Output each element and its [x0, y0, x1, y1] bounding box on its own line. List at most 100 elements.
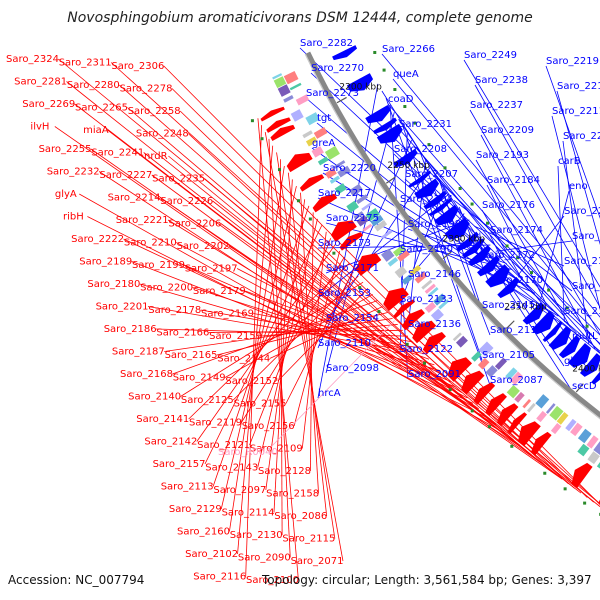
forward-gene-label[interactable]: Saro_2306 — [111, 61, 164, 72]
reverse-gene-label[interactable]: Saro_2175 — [326, 213, 379, 224]
reverse-gene-label[interactable]: Saro_2204 — [400, 194, 453, 205]
reverse-gene-label[interactable]: Saro_2282 — [300, 38, 353, 49]
forward-gene-label[interactable]: Saro_2178 — [148, 305, 201, 316]
forward-gene-label[interactable]: Saro_2166 — [156, 328, 209, 339]
forward-gene-label[interactable]: Saro_2121 — [197, 440, 250, 451]
reverse-gene-label[interactable]: Saro_2153 — [318, 288, 371, 299]
forward-gene-label[interactable]: Saro_2130 — [230, 530, 283, 541]
forward-gene-label[interactable]: Saro_2214 — [108, 193, 161, 204]
forward-gene-label[interactable]: Saro_2125 — [181, 395, 234, 406]
forward-gene-label[interactable]: Saro_2152 — [225, 376, 278, 387]
reverse-gene-label[interactable]: Saro_2270 — [311, 63, 364, 74]
forward-gene-label[interactable]: Saro_2197 — [185, 264, 238, 275]
forward-gene-label[interactable]: glyA — [55, 189, 77, 200]
reverse-gene-label[interactable]: Saro_2133 — [400, 294, 453, 305]
reverse-gene-label[interactable]: Saro_2266 — [382, 44, 435, 55]
reverse-gene-label[interactable]: Saro_2174 — [490, 225, 543, 236]
forward-gene-label[interactable]: Saro_2144 — [217, 354, 270, 365]
reverse-gene-label[interactable]: Saro_2192 — [572, 231, 600, 242]
reverse-gene-label[interactable]: Saro_2176 — [482, 200, 535, 211]
reverse-gene-label[interactable]: tgt — [317, 113, 331, 124]
forward-gene-label[interactable]: Saro_2221 — [116, 215, 169, 226]
forward-gene-label[interactable]: Saro_2157 — [153, 459, 206, 470]
forward-gene-label[interactable]: Saro_2202 — [177, 241, 230, 252]
reverse-gene-label[interactable]: Saro_2193 — [476, 150, 529, 161]
forward-gene-label[interactable]: Saro_2129 — [169, 504, 222, 515]
reverse-gene-label[interactable]: Saro_2145 — [482, 300, 535, 311]
forward-gene-label[interactable]: Saro_2186 — [104, 324, 157, 335]
forward-gene-label[interactable]: Saro_2201 — [96, 302, 149, 313]
reverse-gene-label[interactable]: greA — [312, 138, 335, 149]
forward-gene-label[interactable]: Saro_2248 — [136, 129, 189, 140]
reverse-gene-label[interactable]: queA — [393, 69, 419, 80]
forward-gene-label[interactable]: Saro_2199 — [132, 260, 185, 271]
forward-gene-label[interactable]: Saro_2143 — [205, 463, 258, 474]
reverse-gene-label[interactable]: Saro_2213 — [557, 81, 600, 92]
reverse-gene-label[interactable]: Saro_2146 — [408, 269, 461, 280]
reverse-gene-label[interactable]: Saro_2173 — [318, 238, 371, 249]
forward-gene-label[interactable]: Saro_2160 — [177, 527, 230, 538]
reverse-gene-label[interactable]: Saro_2211 — [552, 106, 600, 117]
reverse-gene-label[interactable]: Saro_2110 — [318, 338, 371, 349]
reverse-gene-label[interactable]: hrcA — [318, 388, 341, 399]
reverse-gene-label[interactable]: mutL — [572, 331, 598, 342]
reverse-gene-label[interactable]: Saro_2091 — [408, 369, 461, 380]
forward-gene-label[interactable]: Saro_2278 — [120, 84, 173, 95]
reverse-gene-label[interactable]: Saro_2198 — [408, 219, 461, 230]
forward-gene-label[interactable]: Saro_2187 — [112, 347, 165, 358]
forward-gene-label[interactable]: Saro_2206 — [168, 219, 221, 230]
forward-gene-label[interactable]: Saro_2102 — [185, 549, 238, 560]
forward-gene-label[interactable]: Saro_2168 — [120, 369, 173, 380]
forward-gene-label[interactable]: Saro_2097 — [213, 485, 266, 496]
forward-gene-label[interactable]: ribH — [63, 212, 84, 223]
reverse-gene-label[interactable]: carB — [558, 156, 581, 167]
forward-gene-label[interactable]: Saro_2158 — [266, 489, 319, 500]
reverse-gene-label[interactable]: Saro_2208 — [394, 144, 447, 155]
forward-gene-label[interactable]: Saro_2140 — [128, 392, 181, 403]
reverse-gene-label[interactable]: glyQ — [564, 356, 587, 367]
rna-gene-label[interactable]: Saro_R0040 — [218, 447, 278, 458]
reverse-gene-label[interactable]: Saro_2136 — [408, 319, 461, 330]
forward-gene-label[interactable]: Saro_2155 — [234, 399, 287, 410]
forward-gene-label[interactable]: Saro_2115 — [282, 534, 335, 545]
forward-gene-label[interactable]: Saro_2241 — [91, 148, 144, 159]
forward-gene-label[interactable]: Saro_2222 — [71, 234, 124, 245]
reverse-gene-label[interactable]: Saro_2238 — [475, 75, 528, 86]
forward-gene-label[interactable]: Saro_2324 — [6, 54, 59, 65]
reverse-gene-label[interactable]: Saro_2220 — [323, 163, 376, 174]
forward-gene-label[interactable]: Saro_2281 — [14, 77, 67, 88]
forward-gene-label[interactable]: nrdR — [144, 151, 168, 162]
forward-gene-label[interactable]: Saro_2116 — [193, 572, 246, 583]
reverse-gene-label[interactable]: Saro_2147 — [564, 256, 600, 267]
reverse-gene-label[interactable]: Saro_2172 — [482, 250, 535, 261]
reverse-gene-label[interactable]: Saro_2170 — [490, 275, 543, 286]
reverse-gene-label[interactable]: Saro_2118 — [490, 325, 543, 336]
reverse-gene-label[interactable]: Saro_2122 — [400, 344, 453, 355]
reverse-gene-label[interactable]: Saro_2209 — [481, 125, 534, 136]
forward-gene-label[interactable]: Saro_2114 — [222, 508, 275, 519]
reverse-gene-label[interactable]: Saro_2190 — [400, 244, 453, 255]
forward-gene-label[interactable]: Saro_2189 — [79, 257, 132, 268]
forward-gene-label[interactable]: Saro_2200 — [140, 283, 193, 294]
forward-gene-label[interactable]: Saro_2149 — [173, 373, 226, 384]
reverse-gene-label[interactable]: Saro_2237 — [470, 100, 523, 111]
reverse-gene-label[interactable]: Saro_2249 — [464, 50, 517, 61]
reverse-gene-label[interactable]: Saro_2154 — [326, 313, 379, 324]
forward-gene-label[interactable]: Saro_2169 — [201, 309, 254, 320]
reverse-gene-label[interactable]: Saro_2134 — [572, 281, 600, 292]
forward-gene-label[interactable]: Saro_2113 — [161, 482, 214, 493]
reverse-gene-label[interactable]: secD — [572, 381, 597, 392]
forward-gene-label[interactable]: Saro_2255 — [39, 144, 92, 155]
reverse-gene-label[interactable]: Saro_2171 — [326, 263, 379, 274]
forward-gene-label[interactable]: Saro_2071 — [291, 556, 344, 567]
forward-gene-label[interactable]: miaA — [83, 125, 109, 136]
forward-gene-label[interactable]: Saro_2156 — [242, 421, 295, 432]
forward-gene-label[interactable]: Saro_2265 — [75, 103, 128, 114]
forward-gene-label[interactable]: Saro_2226 — [160, 196, 213, 207]
forward-gene-label[interactable]: Saro_2100 — [246, 575, 299, 586]
forward-gene-label[interactable]: Saro_2180 — [87, 279, 140, 290]
reverse-gene-label[interactable]: coaD — [388, 94, 414, 105]
reverse-gene-label[interactable]: Saro_2203 — [564, 206, 600, 217]
forward-gene-label[interactable]: Saro_2128 — [258, 466, 311, 477]
forward-gene-label[interactable]: Saro_2179 — [193, 286, 246, 297]
